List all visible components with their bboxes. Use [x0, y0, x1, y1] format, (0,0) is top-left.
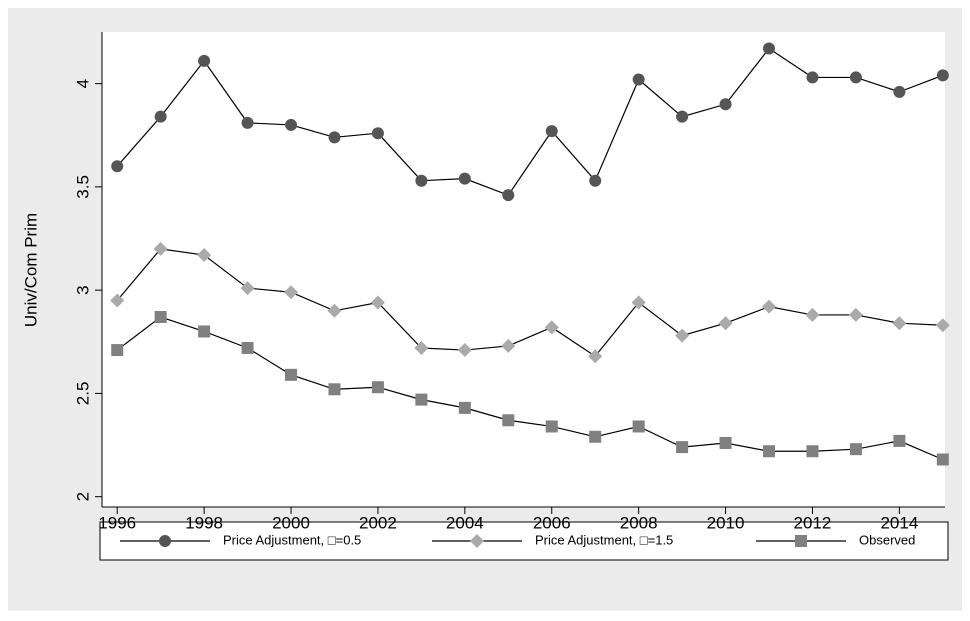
- legend-marker: [795, 535, 807, 547]
- y-tick-label: 4: [73, 79, 92, 88]
- point: [111, 344, 124, 357]
- point: [414, 340, 429, 355]
- x-tick-label: 1998: [185, 513, 223, 532]
- point: [719, 98, 732, 111]
- point: [371, 381, 384, 394]
- point: [936, 453, 949, 466]
- point: [198, 325, 211, 338]
- point: [763, 42, 776, 55]
- point: [327, 303, 342, 318]
- point: [763, 445, 776, 458]
- x-tick-label: 2010: [707, 513, 745, 532]
- point: [241, 116, 254, 129]
- point: [284, 285, 299, 300]
- point: [501, 338, 516, 353]
- point: [806, 71, 819, 84]
- x-tick-label: 2012: [794, 513, 832, 532]
- x-tick-label: 1996: [98, 513, 136, 532]
- y-tick-label: 2.5: [73, 382, 92, 406]
- point: [849, 443, 862, 456]
- point: [848, 307, 863, 322]
- series-line: [116, 47, 944, 196]
- point: [631, 295, 646, 310]
- point: [849, 71, 862, 84]
- point: [675, 328, 690, 343]
- point: [935, 318, 950, 333]
- point: [805, 307, 820, 322]
- point: [545, 420, 558, 433]
- point: [285, 118, 298, 131]
- point: [153, 241, 168, 256]
- point: [198, 54, 211, 67]
- x-tick-label: 2014: [880, 513, 918, 532]
- point: [457, 343, 472, 358]
- point: [806, 445, 819, 458]
- point: [893, 85, 906, 98]
- point: [415, 393, 428, 406]
- point: [285, 368, 298, 381]
- point: [328, 383, 341, 396]
- point: [676, 110, 689, 123]
- x-tick-label: 2004: [446, 513, 484, 532]
- point: [415, 174, 428, 187]
- point: [545, 125, 558, 138]
- point: [502, 414, 515, 427]
- y-axis-label: Univ/Com Prim: [21, 213, 40, 327]
- legend-label: Observed: [859, 532, 915, 547]
- point: [240, 281, 255, 296]
- x-tick-label: 2006: [533, 513, 571, 532]
- plot-area: [102, 32, 945, 507]
- legend-marker: [470, 534, 484, 548]
- point: [111, 160, 124, 173]
- point: [762, 299, 777, 314]
- point: [936, 69, 949, 82]
- x-tick-label: 2002: [359, 513, 397, 532]
- point: [718, 316, 733, 331]
- point: [588, 349, 603, 364]
- point: [328, 131, 341, 144]
- point: [589, 430, 602, 443]
- series-line: [116, 316, 944, 461]
- point: [197, 248, 212, 263]
- y-tick-label: 3.5: [73, 175, 92, 199]
- point: [241, 341, 254, 354]
- y-tick-label: 3: [73, 285, 92, 294]
- series-line: [116, 248, 943, 358]
- point: [893, 434, 906, 447]
- y-tick-label: 2: [73, 492, 92, 501]
- x-tick-label: 2008: [620, 513, 658, 532]
- point: [371, 127, 384, 140]
- point: [458, 401, 471, 414]
- legend-label: Price Adjustment, □=0.5: [223, 532, 361, 547]
- point: [458, 172, 471, 185]
- point: [719, 436, 732, 449]
- point: [154, 110, 167, 123]
- point: [589, 174, 602, 187]
- point: [632, 420, 645, 433]
- point: [676, 441, 689, 454]
- point: [154, 311, 167, 323]
- legend-label: Price Adjustment, □=1.5: [535, 532, 673, 547]
- point: [370, 295, 385, 310]
- point: [544, 320, 559, 335]
- point: [110, 293, 125, 308]
- point: [892, 316, 907, 331]
- x-tick-label: 2000: [272, 513, 310, 532]
- legend-marker: [159, 535, 171, 547]
- point: [502, 189, 515, 202]
- point: [632, 73, 645, 86]
